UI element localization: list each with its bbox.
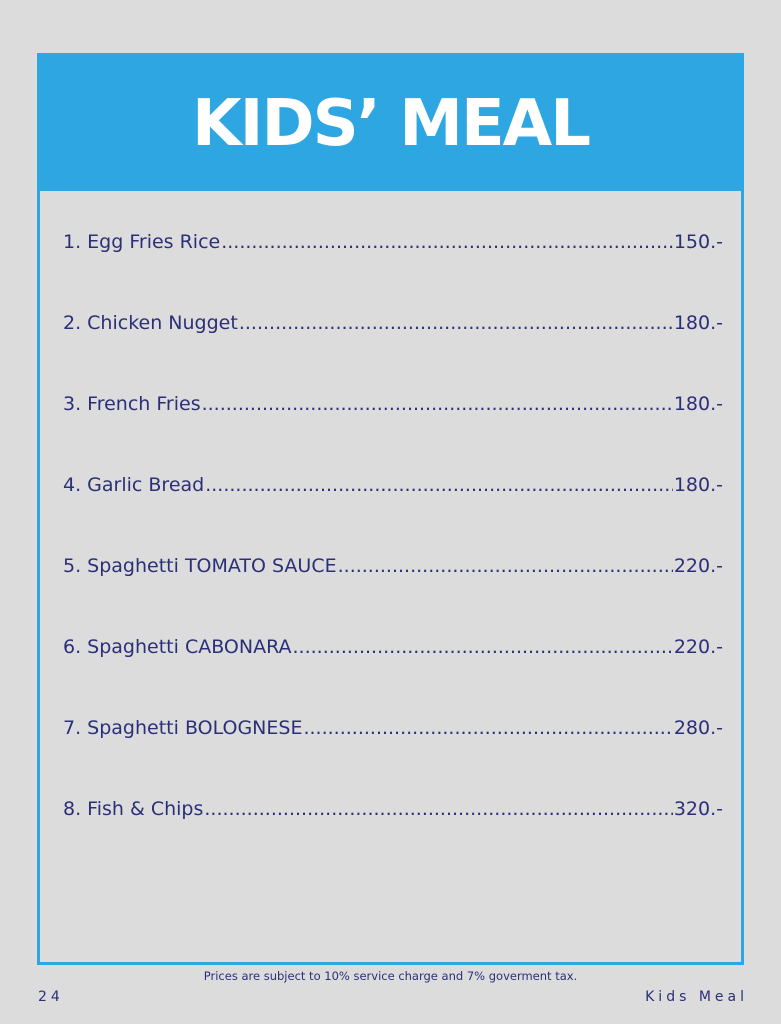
menu-item-price: 220.- [673, 636, 723, 658]
menu-item: 8. Fish & Chips ........................… [63, 798, 723, 879]
dot-leader: ........................................… [205, 474, 673, 496]
menu-item-price: 180.- [673, 474, 723, 496]
menu-item-price: 320.- [673, 798, 723, 820]
menu-item-name: 6. Spaghetti CABONARA [63, 636, 292, 658]
dot-leader: ........................................… [303, 717, 673, 739]
menu-item-name: 7. Spaghetti BOLOGNESE [63, 717, 303, 739]
dot-leader: ........................................… [204, 798, 672, 820]
menu-item-price: 220.- [673, 555, 723, 577]
dot-leader: ........................................… [201, 393, 673, 415]
menu-item-name: 2. Chicken Nugget [63, 312, 238, 334]
menu-item-name: 8. Fish & Chips [63, 798, 204, 820]
menu-item: 7. Spaghetti BOLOGNESE .................… [63, 717, 723, 798]
menu-item: 4. Garlic Bread ........................… [63, 474, 723, 555]
menu-item: 6. Spaghetti CABONARA ..................… [63, 636, 723, 717]
page-number: 24 [38, 989, 64, 1005]
dot-leader: ........................................… [337, 555, 673, 577]
menu-item: 1. Egg Fries Rice ......................… [63, 231, 723, 312]
menu-item-name: 1. Egg Fries Rice [63, 231, 221, 253]
menu-frame: KIDS’ MEAL 1. Egg Fries Rice ...........… [37, 53, 744, 965]
menu-item: 3. French Fries ........................… [63, 393, 723, 474]
dot-leader: ........................................… [292, 636, 673, 658]
menu-item-name: 5. Spaghetti TOMATO SAUCE [63, 555, 337, 577]
price-disclaimer: Prices are subject to 10% service charge… [203, 969, 578, 983]
section-name: Kids Meal [645, 989, 748, 1005]
title-banner: KIDS’ MEAL [40, 56, 741, 191]
menu-item-price: 180.- [673, 393, 723, 415]
menu-item: 2. Chicken Nugget ......................… [63, 312, 723, 393]
menu-item-price: 280.- [673, 717, 723, 739]
menu-item-price: 150.- [673, 231, 723, 253]
menu-list: 1. Egg Fries Rice ......................… [63, 231, 723, 879]
menu-item-price: 180.- [673, 312, 723, 334]
dot-leader: ........................................… [221, 231, 673, 253]
menu-item-name: 4. Garlic Bread [63, 474, 205, 496]
dot-leader: ........................................… [238, 312, 673, 334]
page-title: KIDS’ MEAL [192, 86, 591, 161]
menu-item: 5. Spaghetti TOMATO SAUCE ..............… [63, 555, 723, 636]
menu-item-name: 3. French Fries [63, 393, 201, 415]
